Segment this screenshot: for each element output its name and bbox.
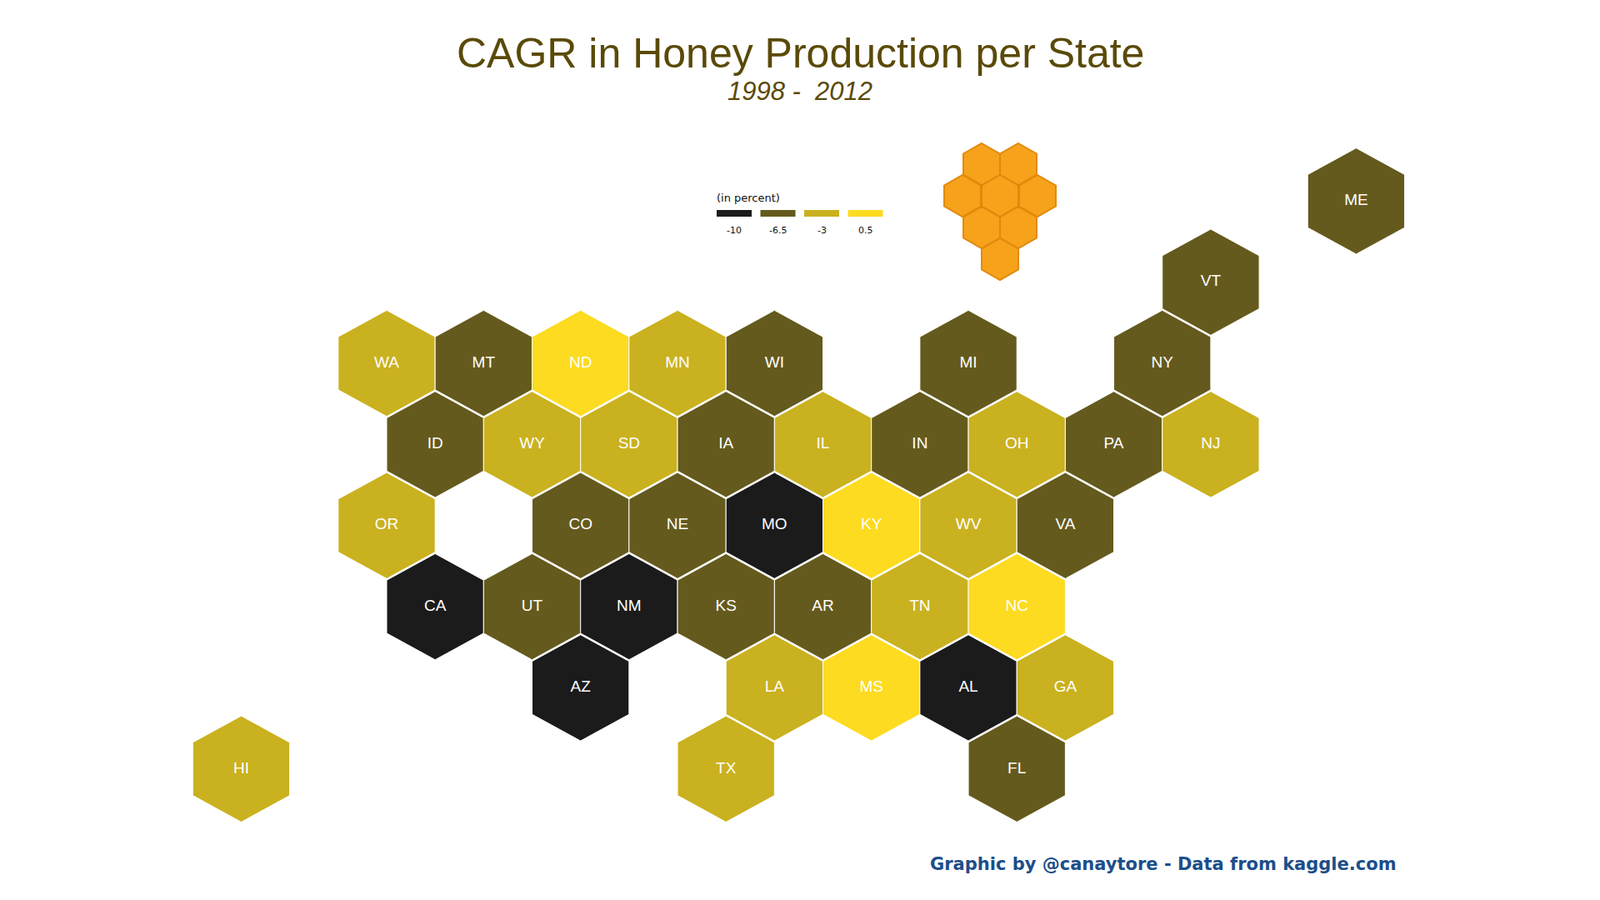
svg-text:TX: TX bbox=[715, 759, 737, 777]
svg-text:0.5: 0.5 bbox=[858, 225, 874, 236]
svg-text:FL: FL bbox=[1007, 759, 1026, 777]
svg-text:NM: NM bbox=[616, 596, 642, 615]
svg-text:IN: IN bbox=[911, 434, 928, 452]
svg-text:(in percent): (in percent) bbox=[716, 191, 780, 205]
svg-text:AR: AR bbox=[811, 596, 834, 615]
svg-text:WA: WA bbox=[374, 353, 400, 371]
svg-text:SD: SD bbox=[618, 434, 640, 452]
svg-text:MT: MT bbox=[472, 353, 496, 371]
svg-text:Graphic by @canaytore - Data f: Graphic by @canaytore - Data from kaggle… bbox=[930, 854, 1397, 875]
svg-text:PA: PA bbox=[1104, 434, 1125, 452]
svg-text:NJ: NJ bbox=[1200, 434, 1220, 452]
svg-text:MN: MN bbox=[665, 353, 690, 371]
svg-text:KY: KY bbox=[860, 515, 883, 533]
svg-text:WI: WI bbox=[765, 353, 785, 371]
svg-text:UT: UT bbox=[521, 596, 544, 615]
svg-text:TN: TN bbox=[909, 596, 930, 615]
svg-text:KS: KS bbox=[715, 596, 737, 615]
svg-text:CAGR in Honey Production per S: CAGR in Honey Production per State bbox=[456, 30, 1145, 77]
svg-text:IL: IL bbox=[816, 434, 830, 452]
svg-text:CO: CO bbox=[568, 515, 593, 533]
svg-text:-3: -3 bbox=[817, 225, 827, 236]
svg-text:IA: IA bbox=[718, 434, 734, 452]
svg-text:MI: MI bbox=[959, 353, 977, 371]
svg-text:OH: OH bbox=[1005, 434, 1030, 452]
svg-text:MS: MS bbox=[859, 677, 884, 695]
svg-text:HI: HI bbox=[233, 759, 250, 777]
svg-text:ID: ID bbox=[427, 434, 444, 452]
svg-text:VA: VA bbox=[1055, 515, 1075, 533]
svg-text:NE: NE bbox=[666, 515, 689, 533]
svg-text:AZ: AZ bbox=[570, 677, 592, 695]
svg-text:ND: ND bbox=[569, 353, 592, 371]
svg-text:LA: LA bbox=[765, 677, 785, 695]
svg-text:1998 - 2012: 1998 - 2012 bbox=[727, 76, 873, 106]
svg-text:-6.5: -6.5 bbox=[769, 225, 787, 236]
svg-text:WY: WY bbox=[519, 434, 545, 452]
svg-text:MO: MO bbox=[761, 515, 788, 533]
svg-text:VT: VT bbox=[1200, 271, 1222, 290]
svg-text:CA: CA bbox=[424, 596, 447, 615]
svg-text:OR: OR bbox=[375, 515, 400, 533]
svg-text:AL: AL bbox=[958, 677, 978, 695]
svg-text:WV: WV bbox=[955, 515, 982, 533]
svg-text:-10: -10 bbox=[726, 225, 742, 236]
svg-text:GA: GA bbox=[1054, 677, 1078, 695]
svg-text:ME: ME bbox=[1344, 190, 1369, 209]
svg-text:NY: NY bbox=[1151, 353, 1175, 371]
svg-text:NC: NC bbox=[1005, 596, 1028, 615]
